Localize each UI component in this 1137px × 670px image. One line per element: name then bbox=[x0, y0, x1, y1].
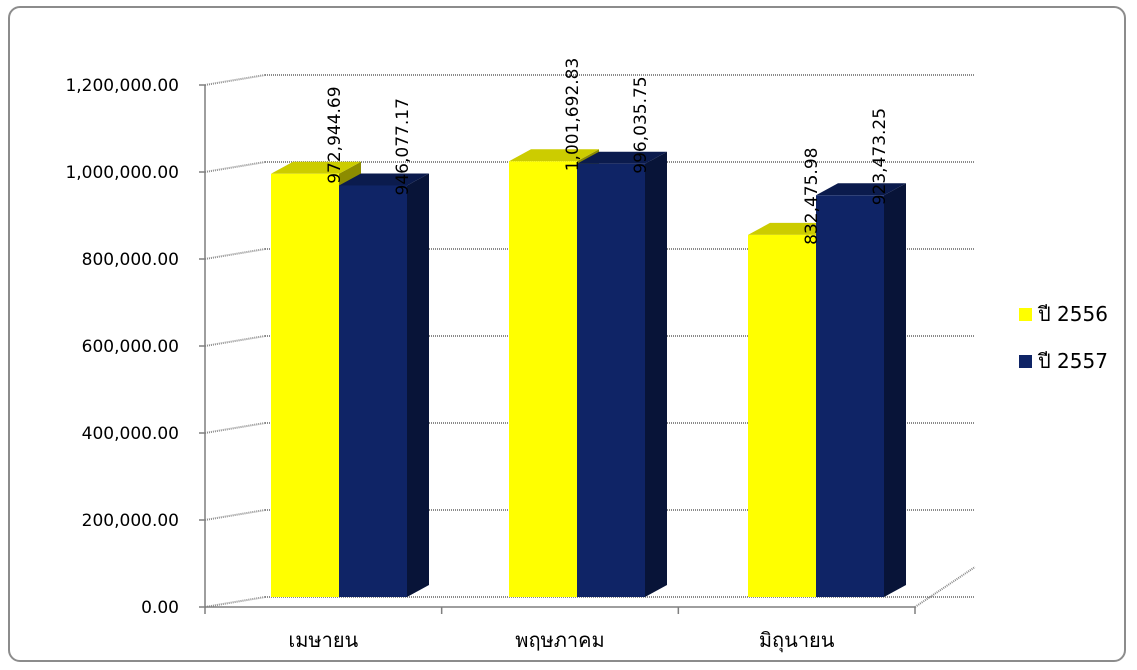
bar bbox=[339, 185, 407, 598]
bar bbox=[577, 163, 645, 598]
data-label: 923,473.25 bbox=[870, 108, 890, 205]
y-tick-label: 1,000,000.00 bbox=[65, 163, 179, 183]
y-tick-label: 400,000.00 bbox=[82, 424, 179, 444]
y-tick-label: 600,000.00 bbox=[82, 337, 179, 357]
legend-swatch bbox=[1019, 355, 1032, 368]
data-labels: 972,944.69 1,001,692.83 832,475.98 946,077.… bbox=[325, 58, 890, 245]
category-label: เมษายน bbox=[288, 628, 358, 652]
gridline-depth bbox=[204, 596, 266, 608]
floor-edge bbox=[914, 566, 976, 608]
bar-side bbox=[407, 173, 429, 598]
bar bbox=[271, 173, 339, 598]
bar-top bbox=[748, 222, 838, 235]
y-tick-label: 200,000.00 bbox=[82, 511, 179, 531]
bar-top bbox=[271, 161, 361, 174]
gridline-depth bbox=[204, 161, 266, 173]
legend-swatch bbox=[1019, 308, 1032, 321]
bar bbox=[816, 195, 884, 598]
bar bbox=[509, 161, 577, 598]
gridline-depth bbox=[204, 509, 266, 521]
legend-label: ปี 2557 bbox=[1038, 349, 1108, 373]
bar-top bbox=[339, 173, 429, 186]
gridline-depth bbox=[204, 74, 266, 86]
category-label: พฤษภาคม bbox=[515, 628, 604, 652]
legend: ปี 2556 ปี 2557 bbox=[1019, 302, 1108, 373]
data-label: 946,077.17 bbox=[393, 98, 413, 195]
data-label: 832,475.98 bbox=[802, 148, 822, 245]
data-label: 1,001,692.83 bbox=[563, 58, 583, 172]
bars bbox=[271, 149, 906, 598]
y-tick-label: 1,200,000.00 bbox=[65, 76, 179, 96]
gridline-depth bbox=[204, 335, 266, 347]
bar-top bbox=[509, 149, 599, 162]
gridline-depth bbox=[204, 422, 266, 434]
legend-label: ปี 2556 bbox=[1038, 302, 1108, 326]
gridline-depth bbox=[204, 248, 266, 260]
bar bbox=[748, 234, 816, 597]
axes: 0.00 200,000.00 400,000.00 600,000.00 800,00… bbox=[65, 76, 976, 653]
bar-side bbox=[884, 183, 906, 598]
category-label: มิถุนายน bbox=[759, 628, 835, 653]
bar-side bbox=[645, 151, 667, 598]
bar-top bbox=[816, 183, 906, 196]
data-label: 996,035.75 bbox=[631, 76, 651, 173]
bar-top bbox=[577, 151, 667, 164]
y-tick-label: 800,000.00 bbox=[82, 250, 179, 270]
y-tick-label: 0.00 bbox=[141, 598, 179, 618]
data-label: 972,944.69 bbox=[325, 86, 345, 183]
